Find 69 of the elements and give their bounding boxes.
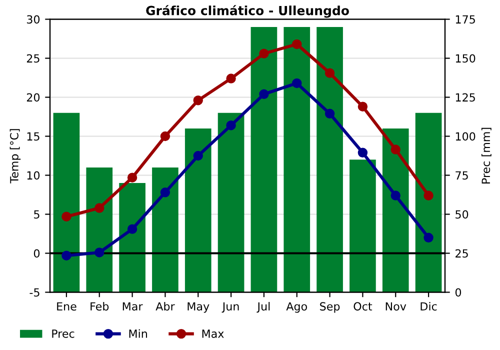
- y2-tick-label: 100: [456, 132, 476, 141]
- point: [193, 96, 203, 106]
- y2-tick-label: 25: [456, 249, 468, 258]
- y-tick-label: 0: [34, 249, 40, 258]
- y2-axis-title: Prec [mm]: [481, 128, 492, 184]
- point: [324, 68, 335, 78]
- point: [62, 250, 72, 260]
- y-tick-label: 15: [27, 132, 40, 141]
- x-tick-label: Jul: [256, 302, 270, 313]
- point: [424, 190, 434, 200]
- point: [193, 150, 203, 161]
- point: [94, 203, 104, 213]
- point: [94, 248, 104, 258]
- legend-label: Prec: [52, 330, 74, 338]
- y-tick-label: 25: [26, 54, 40, 63]
- bar: [119, 183, 146, 292]
- legend-label: Max: [202, 330, 224, 338]
- bar: [250, 27, 278, 292]
- x-tick-label: Ago: [286, 302, 307, 313]
- point: [226, 120, 236, 130]
- bar: [316, 27, 343, 292]
- y-tick-label: -5: [30, 288, 40, 297]
- chart-title: Gráfico climático - Ulleungdo: [146, 5, 349, 18]
- y-tick-label: 20: [26, 93, 40, 102]
- x-tick-label: Abr: [156, 302, 175, 311]
- point: [127, 172, 138, 182]
- legend-label: Min: [129, 329, 147, 338]
- bar: [218, 112, 244, 292]
- point: [292, 39, 302, 50]
- x-tick-label: Mar: [122, 302, 143, 311]
- bar: [350, 160, 376, 292]
- bar: [284, 27, 310, 292]
- x-tick-label: Sep: [320, 302, 340, 313]
- point: [259, 48, 269, 58]
- x-tick-label: Ene: [57, 302, 76, 311]
- bar: [152, 167, 178, 292]
- y2-tick-label: 175: [456, 15, 475, 24]
- point: [390, 190, 400, 200]
- x-tick-label: Jun: [222, 302, 239, 313]
- point: [358, 148, 368, 158]
- y2-tick-label: 75: [456, 171, 468, 180]
- y2-tick-label: 125: [456, 93, 475, 102]
- y-axis-title: Temp [°C]: [10, 129, 21, 184]
- y2-tick-label: 0: [455, 288, 462, 297]
- point: [160, 131, 170, 142]
- x-tick-label: Nov: [386, 302, 406, 311]
- x-tick-label: Oct: [354, 302, 372, 311]
- y-tick-label: 5: [34, 210, 40, 219]
- point: [226, 74, 236, 84]
- y-tick-label: 30: [26, 15, 40, 24]
- point: [390, 144, 400, 154]
- x-tick-label: Feb: [90, 302, 109, 311]
- bar: [184, 128, 212, 292]
- point: [259, 89, 269, 99]
- y2-tick-label: 50: [456, 210, 468, 219]
- point: [292, 78, 302, 88]
- point: [324, 108, 335, 118]
- point: [62, 212, 72, 222]
- point: [160, 188, 170, 198]
- x-tick-label: May: [188, 302, 210, 313]
- point: [127, 224, 138, 234]
- y2-tick-label: 150: [456, 54, 476, 63]
- bar: [53, 112, 80, 292]
- y-tick-label: 10: [27, 171, 40, 180]
- point: [424, 232, 434, 243]
- bar: [86, 167, 113, 292]
- point: [358, 102, 368, 112]
- x-tick-label: Dic: [420, 302, 437, 311]
- bar: [415, 112, 442, 292]
